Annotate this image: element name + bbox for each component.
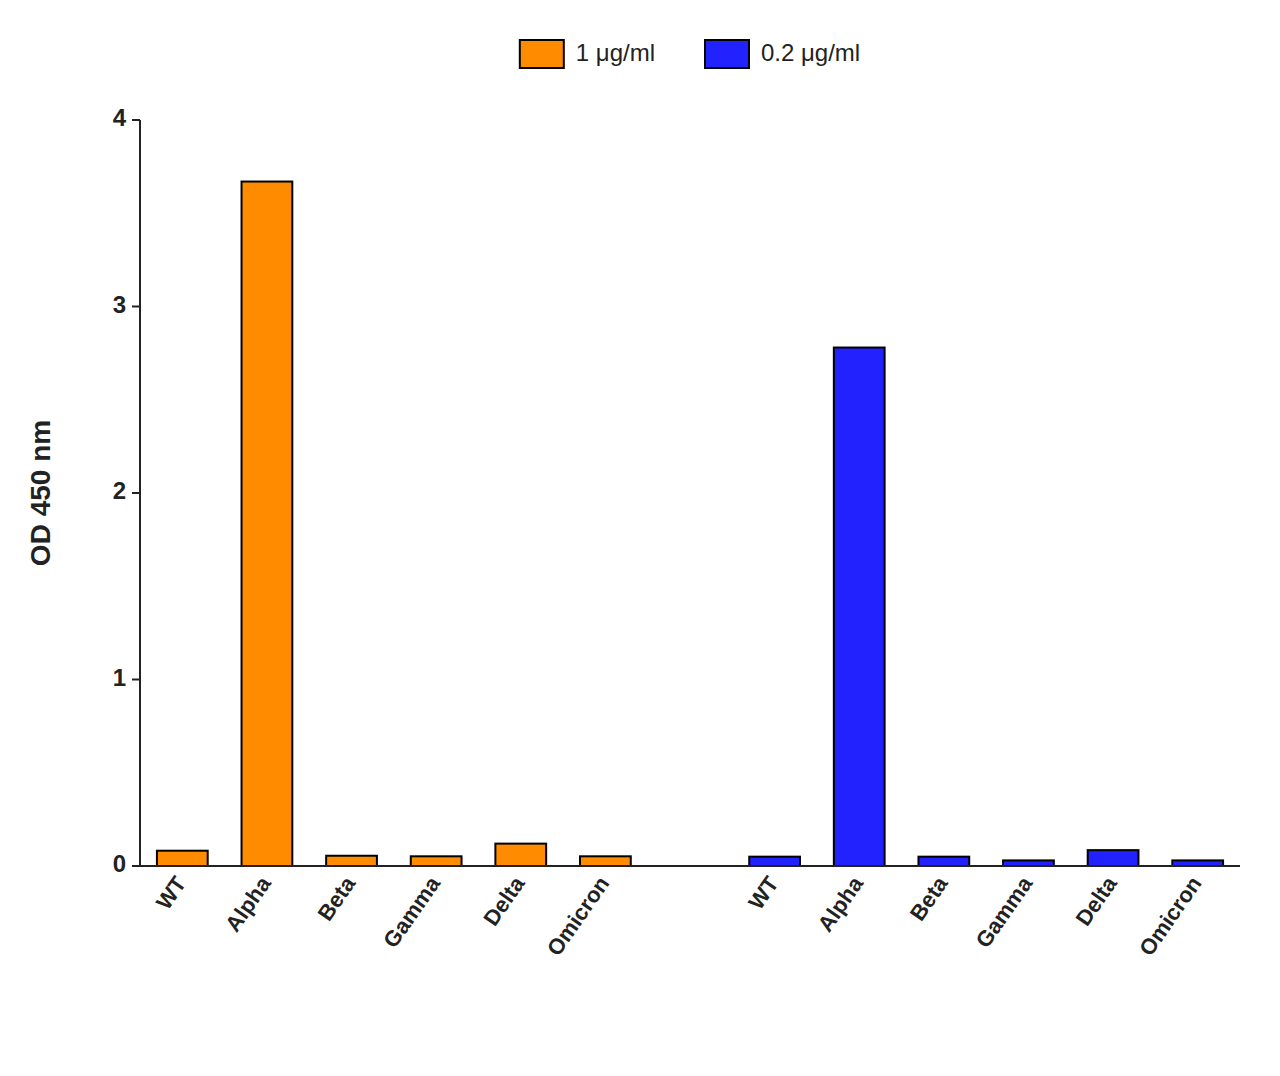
chart-container: 01234OD 450 nmWTAlphaBetaGammaDeltaOmicr… bbox=[0, 0, 1280, 1076]
x-axis-line bbox=[140, 865, 1240, 867]
x-tick-label: Omicron bbox=[1134, 872, 1206, 960]
legend-label: 0.2 μg/ml bbox=[761, 39, 860, 66]
y-axis-label: OD 450 nm bbox=[25, 420, 56, 566]
x-tick-label: Delta bbox=[478, 871, 530, 930]
y-tick-label: 3 bbox=[113, 291, 126, 318]
bar bbox=[1088, 850, 1139, 866]
x-tick-label: Delta bbox=[1071, 871, 1123, 930]
x-tick-label: Beta bbox=[905, 871, 953, 925]
bar bbox=[242, 182, 293, 866]
legend-item: 1 μg/ml bbox=[520, 39, 655, 68]
y-axis: 0 1 2 3 4 bbox=[113, 104, 140, 877]
x-tick-label: Alpha bbox=[813, 871, 869, 936]
chart-svg: 01234OD 450 nmWTAlphaBetaGammaDeltaOmicr… bbox=[0, 0, 1280, 1076]
x-tick-label: WT bbox=[743, 871, 783, 914]
bar bbox=[749, 857, 800, 866]
bar bbox=[918, 857, 969, 866]
legend-item: 0.2 μg/ml bbox=[705, 39, 860, 68]
bar bbox=[495, 844, 546, 866]
y-tick-label: 0 bbox=[113, 850, 126, 877]
legend-swatch bbox=[520, 40, 564, 68]
bar bbox=[834, 348, 885, 866]
x-tick-label: Gamma bbox=[378, 871, 445, 952]
y-tick-label: 1 bbox=[113, 664, 126, 691]
y-tick bbox=[132, 679, 140, 681]
bar bbox=[326, 856, 377, 866]
bar bbox=[580, 856, 631, 866]
bars bbox=[157, 182, 1223, 866]
legend: 1 μg/ml 0.2 μg/ml bbox=[520, 39, 860, 68]
legend-swatch bbox=[705, 40, 749, 68]
x-tick-label: Beta bbox=[313, 871, 361, 925]
y-tick-label: 4 bbox=[113, 104, 127, 131]
y-tick-label: 2 bbox=[113, 477, 126, 504]
y-tick bbox=[132, 306, 140, 308]
x-tick-label: Alpha bbox=[220, 871, 276, 936]
y-tick bbox=[132, 119, 140, 121]
x-axis: WTAlphaBetaGammaDeltaOmicronWTAlphaBetaG… bbox=[140, 866, 1240, 960]
x-tick-label: Gamma bbox=[971, 871, 1038, 952]
bar bbox=[157, 851, 208, 866]
y-tick bbox=[132, 492, 140, 494]
bar bbox=[411, 856, 462, 866]
x-tick-label: Omicron bbox=[542, 872, 614, 960]
legend-label: 1 μg/ml bbox=[576, 39, 655, 66]
y-tick bbox=[132, 865, 140, 867]
x-tick-label: WT bbox=[151, 871, 191, 914]
